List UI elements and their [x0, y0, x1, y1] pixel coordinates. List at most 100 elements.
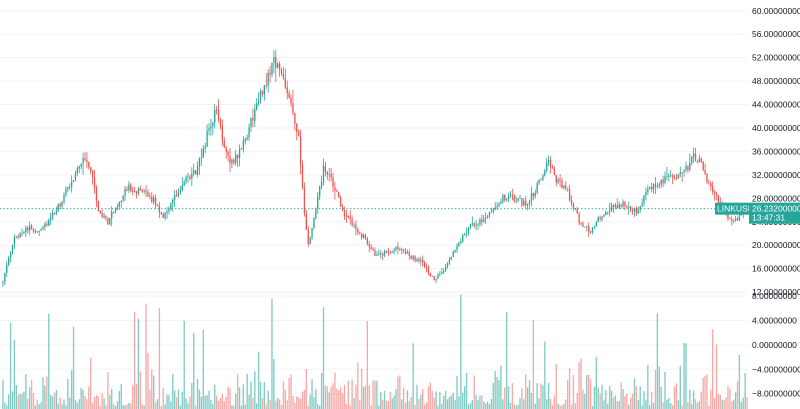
volume-bar — [462, 392, 464, 409]
volume-bar — [729, 388, 731, 409]
candle-body — [256, 103, 258, 110]
volume-bar — [91, 402, 94, 409]
price-tick-label: 28.00000000 — [752, 193, 800, 203]
volume-bar — [647, 364, 649, 409]
candle-body — [647, 188, 649, 193]
volume-bar — [446, 399, 449, 409]
volume-bar — [505, 312, 508, 409]
volume-bar — [349, 405, 351, 409]
volume-bar — [118, 391, 121, 409]
volume-bar — [626, 393, 628, 409]
price-tick-label: 44.00000000 — [752, 100, 800, 110]
price-tick-label: 52.00000000 — [752, 53, 800, 63]
candle-body — [299, 135, 302, 165]
volume-bar — [345, 403, 348, 409]
candle-body — [338, 191, 340, 198]
volume-bar — [286, 400, 288, 409]
candle-body — [553, 168, 556, 176]
candle-body — [191, 173, 193, 179]
volume-bar — [702, 377, 704, 409]
volume-bar — [593, 386, 596, 409]
candle-body — [164, 212, 166, 219]
candle-body — [320, 181, 323, 187]
candle-body — [446, 263, 449, 267]
volume-bar — [572, 375, 575, 409]
candle-body — [15, 236, 17, 238]
volume-bar — [78, 399, 80, 409]
volume-bars — [2, 294, 748, 409]
volume-bar — [317, 404, 319, 409]
candle-body — [353, 224, 355, 226]
volume-bar — [49, 394, 52, 409]
candle-body — [448, 259, 451, 264]
candle-body — [59, 203, 61, 207]
volume-bar — [469, 402, 472, 409]
volume-tick-label: 4.00000000 — [752, 315, 797, 325]
volume-bar — [8, 394, 10, 409]
volume-bar — [635, 386, 638, 409]
candle-body — [645, 192, 647, 196]
volume-bar — [599, 393, 601, 409]
candle-body — [609, 210, 611, 212]
candle-body — [372, 249, 374, 251]
candle-body — [694, 153, 697, 161]
candle-body — [624, 201, 626, 207]
volume-bar — [9, 323, 12, 409]
candle-body — [591, 227, 594, 233]
price-badge — [749, 202, 800, 224]
volume-bar — [55, 389, 58, 409]
candle-body — [481, 219, 483, 223]
candle-body — [616, 205, 618, 209]
volume-bar — [2, 379, 4, 409]
volume-bar — [713, 397, 716, 409]
volume-bar — [372, 380, 374, 409]
volume-bar — [246, 373, 248, 409]
volume-bar — [13, 339, 16, 409]
volume-bar — [179, 405, 182, 409]
candle-body — [277, 63, 279, 68]
volume-bar — [61, 404, 63, 409]
candle-body — [494, 207, 496, 210]
volume-bar — [259, 381, 262, 409]
volume-bar — [429, 382, 431, 409]
candle-body — [492, 209, 494, 212]
volume-bar — [242, 384, 245, 409]
candle-body — [105, 215, 107, 218]
candle-body — [498, 204, 500, 207]
candle-body — [464, 234, 466, 236]
volume-bar — [107, 372, 109, 409]
volume-bar — [72, 326, 75, 409]
volume-bar — [721, 399, 723, 409]
volume-bar — [609, 385, 611, 409]
volume-bar — [397, 376, 399, 409]
volume-bar — [547, 382, 550, 409]
volume-bar — [618, 400, 620, 409]
candle-body — [324, 165, 327, 173]
candle-body — [576, 208, 578, 214]
volume-bar — [656, 313, 659, 409]
candle-body — [465, 233, 468, 235]
candle-body — [133, 191, 136, 193]
candle-body — [507, 195, 510, 199]
volume-bar — [460, 294, 462, 409]
candle-body — [505, 198, 508, 200]
candle-body — [605, 212, 607, 215]
candle-body — [551, 166, 554, 169]
volume-bar — [416, 384, 418, 409]
candle-body — [565, 185, 567, 189]
candle-body — [298, 132, 300, 136]
volume-bar — [101, 393, 103, 409]
volume-bar — [401, 399, 403, 409]
volume-bar — [307, 405, 309, 409]
candle-body — [132, 191, 134, 192]
candle-body — [28, 225, 31, 231]
volume-bar — [418, 399, 420, 409]
volume-bar — [540, 383, 542, 409]
volume-bar — [692, 390, 695, 409]
volume-bar — [145, 303, 147, 409]
volume-bar — [717, 394, 720, 409]
candle-body — [242, 141, 245, 150]
volume-bar — [395, 388, 397, 409]
candle-body — [733, 220, 735, 222]
volume-bar — [563, 404, 565, 409]
